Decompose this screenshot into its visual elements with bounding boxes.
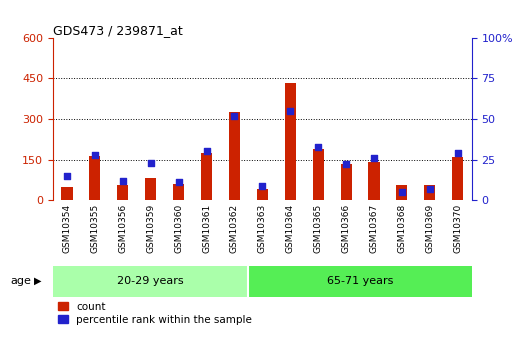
Bar: [53, 266, 249, 297]
Text: GSM10370: GSM10370: [453, 203, 462, 253]
Text: GSM10359: GSM10359: [146, 203, 155, 253]
Text: GSM10356: GSM10356: [118, 203, 127, 253]
Point: [174, 179, 183, 185]
Point: [258, 183, 267, 188]
Point: [146, 160, 155, 166]
Bar: [285, 82, 296, 200]
Point: [202, 149, 211, 154]
Point: [119, 178, 127, 184]
Text: GSM10366: GSM10366: [342, 203, 350, 253]
Point: [286, 108, 295, 114]
Bar: [89, 156, 101, 200]
Bar: [201, 153, 212, 200]
Point: [230, 113, 239, 119]
Bar: [452, 157, 463, 200]
Text: ▶: ▶: [34, 276, 42, 286]
Point: [398, 189, 406, 195]
Text: GSM10367: GSM10367: [369, 203, 378, 253]
Text: GSM10368: GSM10368: [398, 203, 407, 253]
Point: [454, 150, 462, 156]
Bar: [340, 164, 352, 200]
Text: GSM10354: GSM10354: [63, 203, 72, 253]
Text: GSM10355: GSM10355: [91, 203, 99, 253]
Bar: [424, 185, 436, 200]
Text: GSM10363: GSM10363: [258, 203, 267, 253]
Bar: [368, 162, 379, 200]
Text: GSM10360: GSM10360: [174, 203, 183, 253]
Bar: [173, 184, 184, 200]
Bar: [396, 185, 408, 200]
Bar: [61, 187, 73, 200]
Point: [370, 155, 378, 161]
Text: 20-29 years: 20-29 years: [117, 276, 184, 286]
Text: age: age: [11, 276, 31, 286]
Legend: count, percentile rank within the sample: count, percentile rank within the sample: [58, 302, 252, 325]
Text: GSM10362: GSM10362: [230, 203, 239, 253]
Point: [314, 144, 322, 149]
Point: [342, 162, 350, 167]
Text: GSM10361: GSM10361: [202, 203, 211, 253]
Text: 65-71 years: 65-71 years: [327, 276, 393, 286]
Bar: [145, 178, 156, 200]
Bar: [249, 266, 472, 297]
Text: GSM10364: GSM10364: [286, 203, 295, 253]
Point: [63, 173, 71, 178]
Point: [91, 152, 99, 157]
Bar: [117, 185, 128, 200]
Text: GSM10369: GSM10369: [426, 203, 434, 253]
Bar: [229, 112, 240, 200]
Text: GDS473 / 239871_at: GDS473 / 239871_at: [53, 24, 183, 37]
Bar: [313, 149, 324, 200]
Point: [426, 186, 434, 191]
Bar: [257, 189, 268, 200]
Text: GSM10365: GSM10365: [314, 203, 323, 253]
